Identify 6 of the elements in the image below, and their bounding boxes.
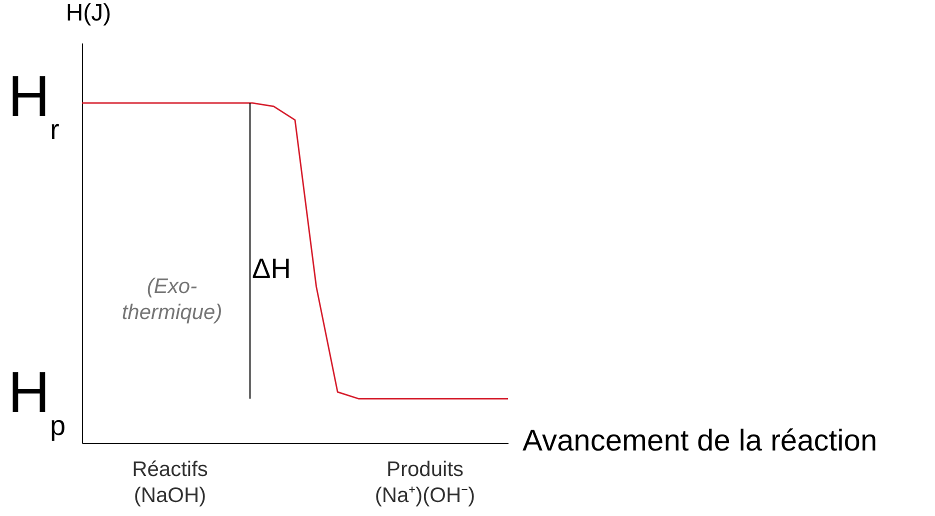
y-axis-title: H(J)	[66, 0, 112, 26]
x-axis-title: Avancement de la réaction	[522, 424, 878, 458]
annotation: ΔH	[252, 253, 291, 284]
annotation: (Exo-thermique)	[122, 275, 222, 324]
text: Produits (Na⁺)(OH⁻)	[374, 458, 476, 507]
text: Réactifs (NaOH)	[132, 458, 208, 507]
